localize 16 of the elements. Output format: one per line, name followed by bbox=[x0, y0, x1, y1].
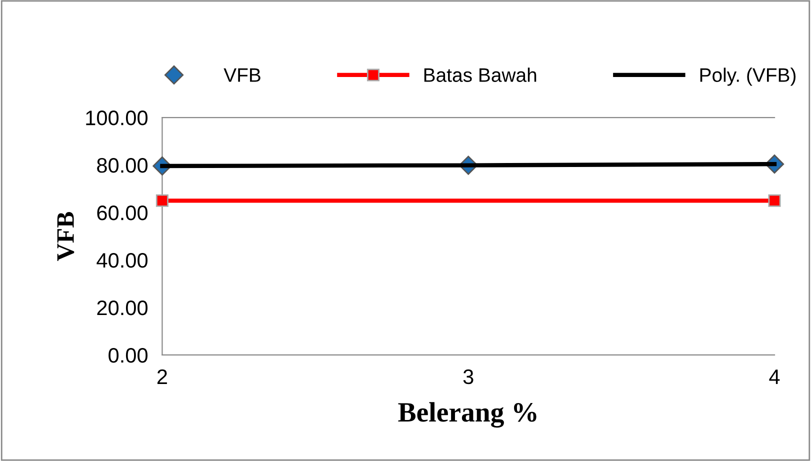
x-tick-label: 4 bbox=[769, 370, 780, 384]
point bbox=[156, 194, 168, 207]
y-tick-label: 0.00 bbox=[108, 348, 148, 363]
y-tick-label: 60.00 bbox=[97, 206, 148, 220]
y-tick-label: 20.00 bbox=[97, 300, 148, 316]
y-tick-label: 80.00 bbox=[97, 158, 148, 173]
y-tick-label: 100.00 bbox=[86, 110, 148, 126]
legend-label: Batas Bawah bbox=[424, 68, 536, 82]
point bbox=[768, 194, 781, 207]
x-tick-label: 3 bbox=[463, 369, 474, 384]
legend-label: VFB bbox=[224, 68, 260, 82]
y-tick-label: 40.00 bbox=[96, 253, 148, 268]
legend-label: Poly. (VFB) bbox=[700, 68, 796, 86]
x-tick-label: 2 bbox=[157, 369, 167, 384]
x-axis-title: Belerang % bbox=[398, 402, 536, 428]
y-axis-title: VFB bbox=[57, 212, 74, 261]
